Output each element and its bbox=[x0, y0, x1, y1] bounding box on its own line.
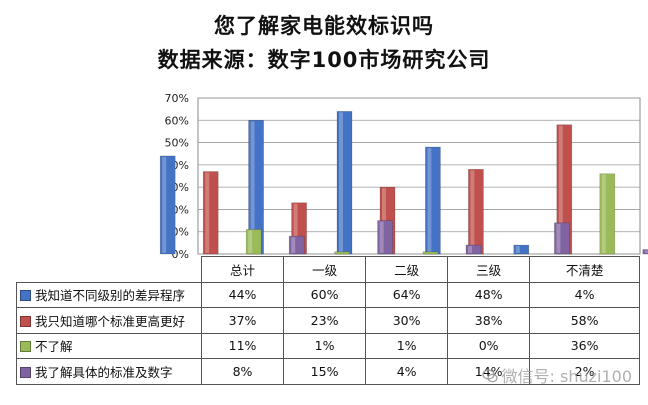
table-row: 我只知道哪个标准更高更好 37% 23% 30% 38% 58% bbox=[16, 307, 640, 334]
data-label: 8% bbox=[200, 358, 285, 385]
category-label: 二级 bbox=[365, 256, 449, 283]
bar bbox=[422, 251, 439, 255]
bar bbox=[599, 173, 616, 255]
bar-highlight bbox=[644, 250, 648, 253]
watermark-text: 微信号: shuzi100 bbox=[501, 367, 632, 386]
category-label: 一级 bbox=[283, 256, 367, 283]
data-label: 4% bbox=[529, 281, 640, 308]
data-label: 23% bbox=[283, 307, 367, 334]
bar-highlight bbox=[556, 223, 561, 253]
data-label: 1% bbox=[283, 332, 367, 359]
data-label: 60% bbox=[283, 281, 367, 308]
bar-highlight bbox=[515, 246, 520, 253]
data-label: 64% bbox=[365, 281, 449, 308]
data-label: 37% bbox=[200, 307, 285, 334]
bar-highlight bbox=[250, 121, 255, 254]
data-label: 30% bbox=[365, 307, 449, 334]
series-label: 我只知道哪个标准更高更好 bbox=[16, 307, 202, 334]
bar-highlight bbox=[470, 170, 475, 253]
data-label: 44% bbox=[200, 281, 285, 308]
data-label: 38% bbox=[447, 307, 531, 334]
bar bbox=[513, 244, 530, 255]
bar bbox=[334, 251, 350, 255]
data-label: 4% bbox=[365, 358, 449, 385]
bar-highlight bbox=[162, 156, 167, 253]
bar-highlight bbox=[293, 203, 298, 253]
legend-swatch bbox=[20, 366, 31, 378]
y-tick-label: 70% bbox=[165, 92, 189, 105]
bar-highlight bbox=[339, 112, 343, 253]
bar bbox=[202, 171, 219, 255]
chart-subtitle: 数据来源：数字100市场研究公司 bbox=[157, 48, 491, 72]
table-header-row: 总计 一级 二级 三级 不清楚 bbox=[16, 256, 640, 283]
wechat-icon bbox=[481, 369, 498, 383]
plot-frame bbox=[197, 97, 641, 255]
table-corner bbox=[16, 256, 202, 283]
bar-highlight bbox=[205, 172, 210, 253]
series-label: 我知道不同级别的差异程序 bbox=[16, 281, 202, 308]
gridlines bbox=[197, 97, 641, 255]
category-label: 总计 bbox=[200, 256, 285, 283]
bar-highlight bbox=[601, 174, 606, 253]
bar-highlight bbox=[248, 230, 253, 253]
data-label: 1% bbox=[365, 332, 449, 359]
table-row: 不了解 11% 1% 1% 0% 36% bbox=[16, 332, 640, 359]
bar-highlight bbox=[558, 125, 563, 253]
bar bbox=[554, 222, 570, 255]
category-label: 三级 bbox=[447, 256, 531, 283]
series-label: 我了解具体的标准及数字 bbox=[16, 358, 202, 385]
bars bbox=[159, 111, 648, 255]
watermark: 微信号: shuzi100 bbox=[481, 363, 632, 387]
series-label: 不了解 bbox=[16, 332, 202, 359]
data-label: 11% bbox=[200, 332, 285, 359]
legend-swatch bbox=[20, 315, 31, 327]
data-label: 2% bbox=[529, 358, 640, 385]
y-tick-label: 50% bbox=[165, 137, 189, 150]
bar-highlight bbox=[468, 246, 472, 253]
y-tick-label: 60% bbox=[165, 114, 189, 127]
data-label: 0% bbox=[447, 332, 531, 359]
table-row: 我知道不同级别的差异程序 44% 60% 64% 48% 4% bbox=[16, 281, 640, 308]
bar-highlight bbox=[427, 148, 432, 253]
bar bbox=[159, 155, 176, 255]
category-label: 不清楚 bbox=[529, 256, 640, 283]
data-label: 36% bbox=[529, 332, 640, 359]
bar-highlight bbox=[291, 237, 296, 253]
bar bbox=[465, 244, 482, 255]
chart-title: 您了解家电能效标识吗 bbox=[214, 14, 434, 38]
bar bbox=[377, 220, 393, 255]
data-label: 48% bbox=[447, 281, 531, 308]
bar-highlight bbox=[379, 221, 384, 253]
legend-swatch bbox=[20, 290, 31, 302]
bar bbox=[642, 249, 648, 255]
data-label: 58% bbox=[529, 307, 640, 334]
data-table: 总计 一级 二级 三级 不清楚 我知道不同级别的差异程序 44% 60% 64% 48% 4% 我只… bbox=[16, 256, 640, 385]
data-label: 15% bbox=[283, 358, 367, 385]
bar bbox=[288, 235, 305, 255]
bar bbox=[245, 229, 262, 255]
legend-swatch bbox=[20, 341, 31, 353]
